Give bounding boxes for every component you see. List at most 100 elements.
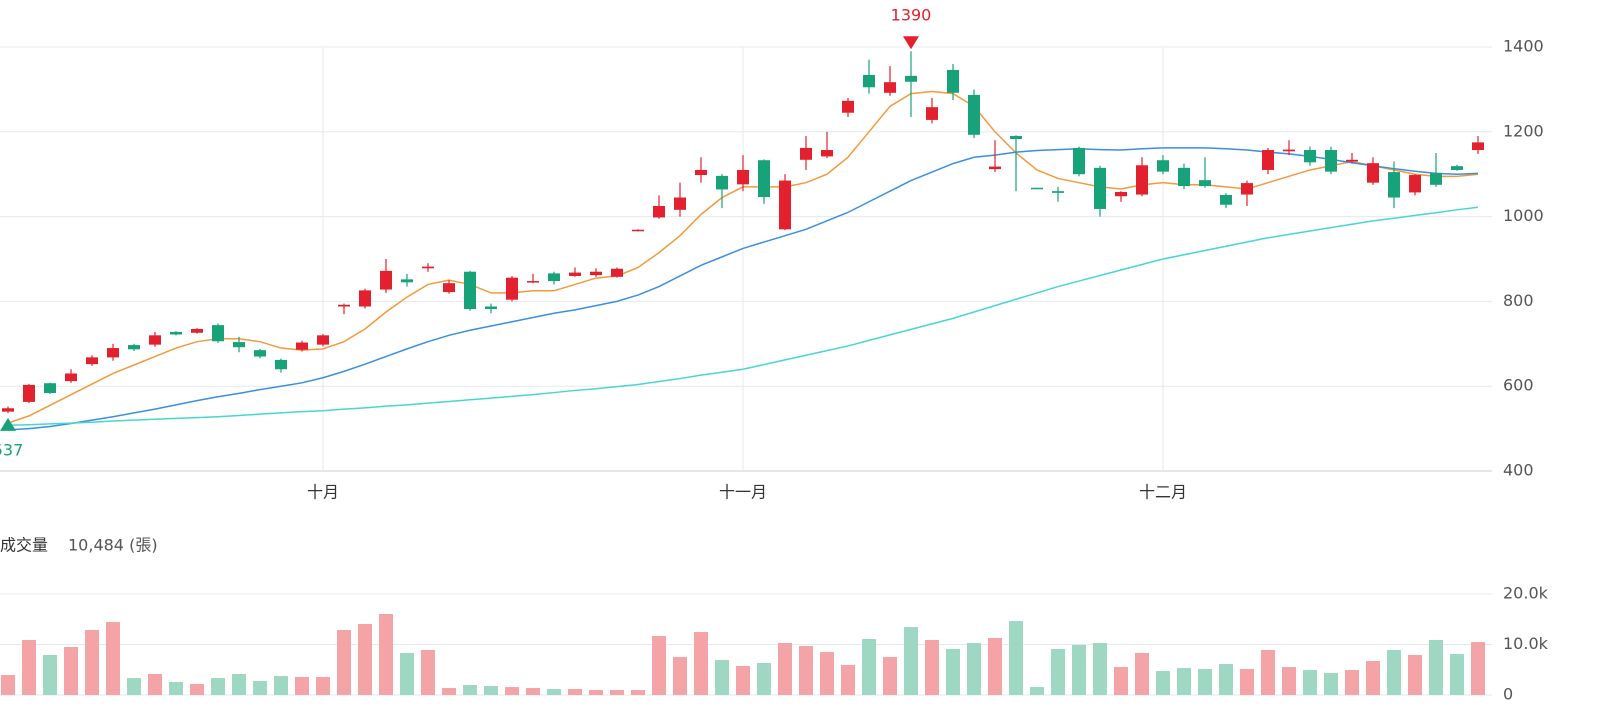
volume-bar (253, 681, 267, 695)
volume-bar (1282, 667, 1296, 695)
candle-body (926, 107, 938, 120)
candle-body (1283, 149, 1295, 152)
candle-body (23, 384, 35, 402)
volume-bar (190, 683, 204, 695)
volume-bar (337, 630, 351, 695)
volume-bar (1072, 645, 1086, 695)
candle-body (1094, 167, 1106, 209)
volume-bar (211, 677, 225, 695)
volume-bar (694, 632, 708, 695)
volume-title: 成交量 (0, 536, 48, 555)
volume-bar (589, 690, 603, 695)
candle-body (317, 335, 329, 345)
candle-body (527, 281, 539, 283)
candle-body (1115, 192, 1127, 197)
volume-bar (799, 646, 813, 695)
candle-body (296, 342, 308, 350)
volume-bar (967, 642, 981, 695)
volume-bar (22, 640, 36, 695)
candle-body (485, 306, 497, 310)
volume-bar (1303, 670, 1317, 695)
volume-bar (232, 673, 246, 695)
candle-body (569, 272, 581, 276)
volume-bar (127, 677, 141, 695)
volume-bar (64, 647, 78, 695)
candle-body (1472, 142, 1484, 151)
candle-body (779, 180, 791, 230)
candle-body (380, 270, 392, 290)
y-tick-label: 800 (1503, 291, 1534, 310)
candle-body (107, 348, 119, 358)
candle-body (632, 229, 644, 232)
candle-body (989, 166, 1001, 170)
candle-body (1325, 150, 1337, 172)
candle-body (2, 408, 14, 412)
volume-bar (1324, 672, 1338, 695)
volume-bar (1, 675, 15, 695)
candle-body (1451, 166, 1463, 170)
candle-body (338, 304, 350, 307)
y-tick-label: 1400 (1503, 37, 1544, 56)
candle-body (401, 279, 413, 283)
candle-body (275, 359, 287, 370)
volume-bar (1156, 671, 1170, 695)
volume-bar (379, 613, 393, 695)
candle-body (863, 74, 875, 88)
candle-body (1199, 180, 1211, 187)
volume-bar (1261, 650, 1275, 695)
volume-bar (631, 690, 645, 695)
volume-value: 10,484 (張) (68, 536, 158, 555)
volume-bar (358, 623, 372, 695)
candle-body (506, 277, 518, 300)
volume-bar (526, 687, 540, 695)
candle-body (716, 175, 728, 190)
y-tick-label: 600 (1503, 376, 1534, 395)
max-marker (903, 36, 919, 50)
volume-bar (1240, 668, 1254, 695)
candle-body (800, 147, 812, 160)
candle-body (1409, 175, 1421, 193)
candle-body (1031, 187, 1043, 190)
x-tick-label: 十月 (307, 483, 339, 502)
candle-body (821, 150, 833, 157)
y-tick-label: 400 (1503, 461, 1534, 480)
volume-bar (1408, 655, 1422, 695)
candle-body (44, 383, 56, 393)
y-tick-label: 20.0k (1503, 584, 1549, 603)
volume-bar (1450, 653, 1464, 695)
candle-body (1367, 163, 1379, 183)
volume-bar (862, 638, 876, 695)
volume-bar (883, 657, 897, 695)
candle-body (1262, 150, 1274, 170)
candle-body (443, 283, 455, 293)
candle-body (1136, 165, 1148, 195)
candle-body (1052, 191, 1064, 193)
volume-bar (85, 630, 99, 695)
candle-body (674, 197, 686, 210)
candle-body (233, 342, 245, 348)
candle-body (1304, 150, 1316, 163)
candle-body (758, 160, 770, 198)
candle-body (842, 100, 854, 113)
y-tick-label: 0 (1503, 685, 1513, 704)
candle-body (422, 266, 434, 269)
candle-body (737, 169, 749, 185)
candle-body (149, 335, 161, 345)
x-tick-label: 十二月 (1139, 483, 1187, 502)
candle-body (1220, 194, 1232, 205)
volume-bar (1219, 663, 1233, 695)
volume-bar (547, 688, 561, 695)
volume-bar (568, 688, 582, 695)
volume-bar (1366, 661, 1380, 695)
candle-body (548, 273, 560, 282)
volume-bar (1030, 687, 1044, 695)
volume-bar (757, 662, 771, 695)
volume-bar (400, 652, 414, 695)
volume-bar (610, 690, 624, 695)
candle-body (968, 94, 980, 135)
moving-average-line (7, 147, 1479, 431)
volume-bar (1135, 652, 1149, 695)
volume-bar (1198, 668, 1212, 695)
volume-bar (148, 673, 162, 695)
